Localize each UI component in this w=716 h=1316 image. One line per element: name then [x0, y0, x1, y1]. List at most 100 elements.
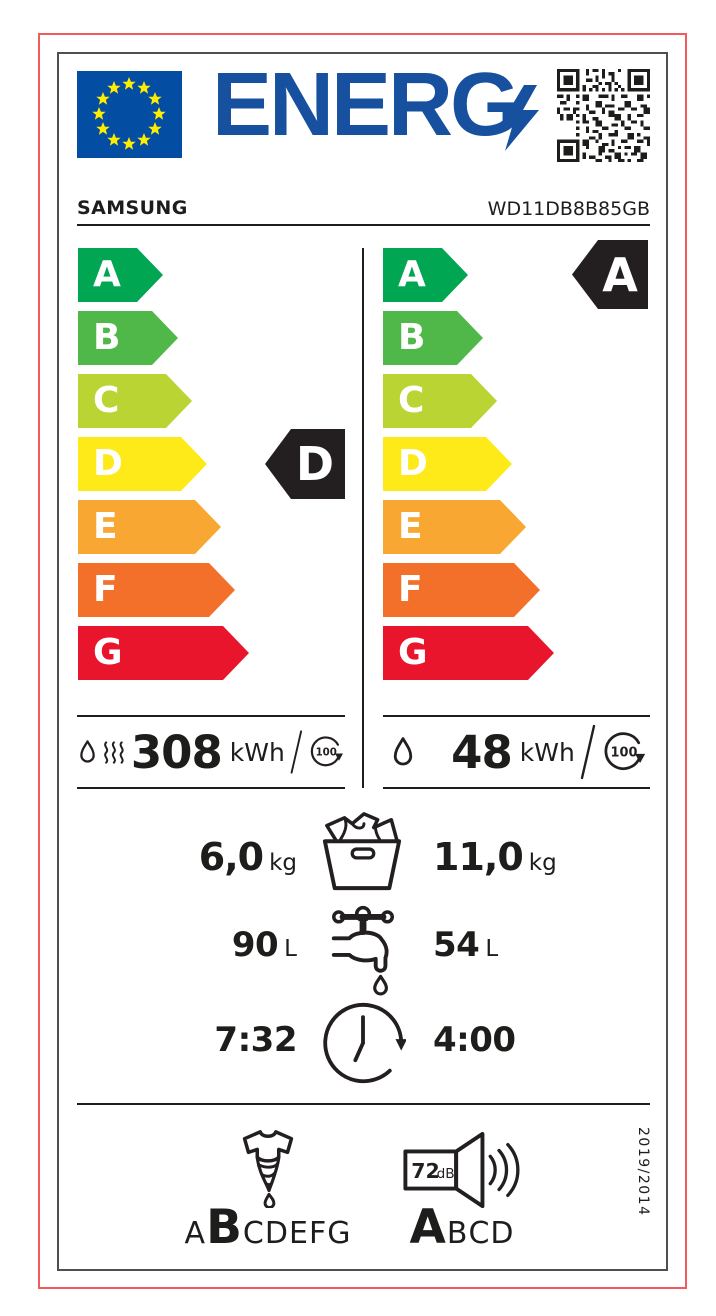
wash-kwh-unit: kWh: [519, 737, 575, 767]
lightning-bolt-icon: [501, 85, 539, 151]
class-arrow-letter: G: [93, 632, 123, 673]
inner-frame: [57, 52, 668, 1271]
class-arrow-letter: A: [93, 254, 121, 295]
class-arrow-letter: F: [398, 569, 423, 610]
duration-wash: 4:00: [433, 1023, 516, 1057]
class-letter: A: [184, 1216, 207, 1251]
capacity-unit: kg: [269, 850, 297, 876]
capacity-unit: kg: [528, 850, 557, 876]
class-arrow-letter: C: [398, 380, 425, 421]
combined-box-top-line: [77, 715, 345, 717]
class-arrow-f: F: [78, 563, 235, 617]
class-arrow-d: D: [383, 437, 512, 491]
eu-flag-icon: [77, 71, 182, 158]
model-identifier: WD11DB8B85GB: [487, 198, 650, 220]
rating-wash-letter: A: [602, 247, 638, 302]
class-arrow-e: E: [383, 500, 526, 554]
column-divider: [362, 248, 364, 788]
class-arrow-d: D: [78, 437, 207, 491]
outer-red-frame: [38, 33, 687, 1289]
water-drop-icon: [393, 737, 413, 766]
qr-code-icon: [557, 69, 650, 162]
water-wash: 54 L: [433, 928, 498, 962]
wash-box-top-line: [383, 715, 650, 717]
rated-class-letter: B: [206, 1200, 243, 1255]
slash-icon: [290, 730, 302, 774]
combined-box-bottom-line: [77, 787, 345, 789]
header-divider: [77, 224, 650, 226]
water-drop-icon: [80, 740, 95, 763]
class-arrow-a: A: [383, 248, 468, 302]
rated-class-letter: A: [409, 1200, 447, 1255]
noise-speaker-icon: 72 dB: [403, 1131, 520, 1209]
combined-cycles-value: 100: [315, 748, 336, 759]
class-arrow-b: B: [383, 311, 483, 365]
class-letter: C: [468, 1216, 491, 1251]
capacity-wash: 11,0 kg: [433, 838, 557, 876]
energy-consumption-wash: 48 kWh 100: [384, 722, 648, 782]
class-arrow-g: G: [383, 626, 554, 680]
per-100-cycles-icon: 100: [310, 736, 343, 767]
spacer: [420, 752, 446, 753]
spin-dry-icon: [242, 1130, 294, 1208]
noise-value: 72: [411, 1159, 439, 1183]
class-arrow-f: F: [383, 563, 540, 617]
combined-kwh-value: 308: [130, 725, 223, 779]
per-100-cycles-icon: 100: [604, 732, 645, 770]
class-arrow-c: C: [383, 374, 497, 428]
capacity-combined-value: 6,0: [198, 835, 264, 879]
water-unit: L: [284, 936, 297, 962]
class-arrow-letter: E: [93, 506, 118, 547]
class-letter: B: [446, 1216, 469, 1251]
bottom-divider: [77, 1103, 650, 1105]
class-letter: C: [242, 1216, 265, 1251]
cycle-duration-clock-icon: [323, 1002, 406, 1084]
class-arrow-letter: A: [398, 254, 426, 295]
capacity-combined: 6,0 kg: [90, 838, 297, 876]
combined-kwh-unit: kWh: [229, 737, 285, 767]
class-arrow-letter: C: [93, 380, 120, 421]
duration-wash-value: 4:00: [433, 1020, 516, 1060]
wash-cycles-value: 100: [610, 746, 637, 761]
rating-combined-letter: D: [295, 437, 335, 491]
duration-combined: 7:32: [90, 1023, 297, 1057]
class-arrow-a: A: [78, 248, 163, 302]
noise-unit: dB: [437, 1166, 455, 1182]
class-letter: F: [308, 1216, 328, 1251]
heat-waves-icon: [104, 740, 124, 764]
class-letter: D: [264, 1216, 289, 1251]
class-arrow-e: E: [78, 500, 221, 554]
wash-box-bottom-line: [383, 787, 650, 789]
slash-icon: [580, 724, 596, 780]
water-unit: L: [485, 936, 499, 962]
laundry-basket-icon: [322, 812, 402, 891]
class-arrow-b: B: [78, 311, 178, 365]
class-letter: D: [490, 1216, 515, 1251]
class-arrow-letter: D: [93, 443, 123, 484]
energ-logo-text: ENERG: [212, 55, 520, 155]
water-wash-value: 54: [433, 925, 480, 965]
regulation-number: 2019/2014: [635, 1127, 651, 1217]
water-combined: 90 L: [90, 928, 297, 962]
class-arrow-letter: D: [398, 443, 428, 484]
class-letter: G: [327, 1216, 352, 1251]
class-arrow-letter: G: [398, 632, 428, 673]
capacity-wash-value: 11,0: [433, 835, 524, 879]
supplier-name: SAMSUNG: [77, 197, 188, 219]
class-arrow-letter: B: [398, 317, 426, 358]
class-letter: E: [288, 1216, 309, 1251]
class-arrow-g: G: [78, 626, 249, 680]
class-arrow-letter: F: [93, 569, 118, 610]
class-arrow-letter: B: [93, 317, 121, 358]
class-arrow-c: C: [78, 374, 192, 428]
wash-kwh-value: 48: [451, 725, 513, 779]
energy-consumption-combined: 308 kWh 100: [78, 722, 344, 782]
duration-combined-value: 7:32: [214, 1020, 297, 1060]
water-combined-value: 90: [231, 925, 279, 965]
water-tap-icon: [331, 905, 395, 996]
